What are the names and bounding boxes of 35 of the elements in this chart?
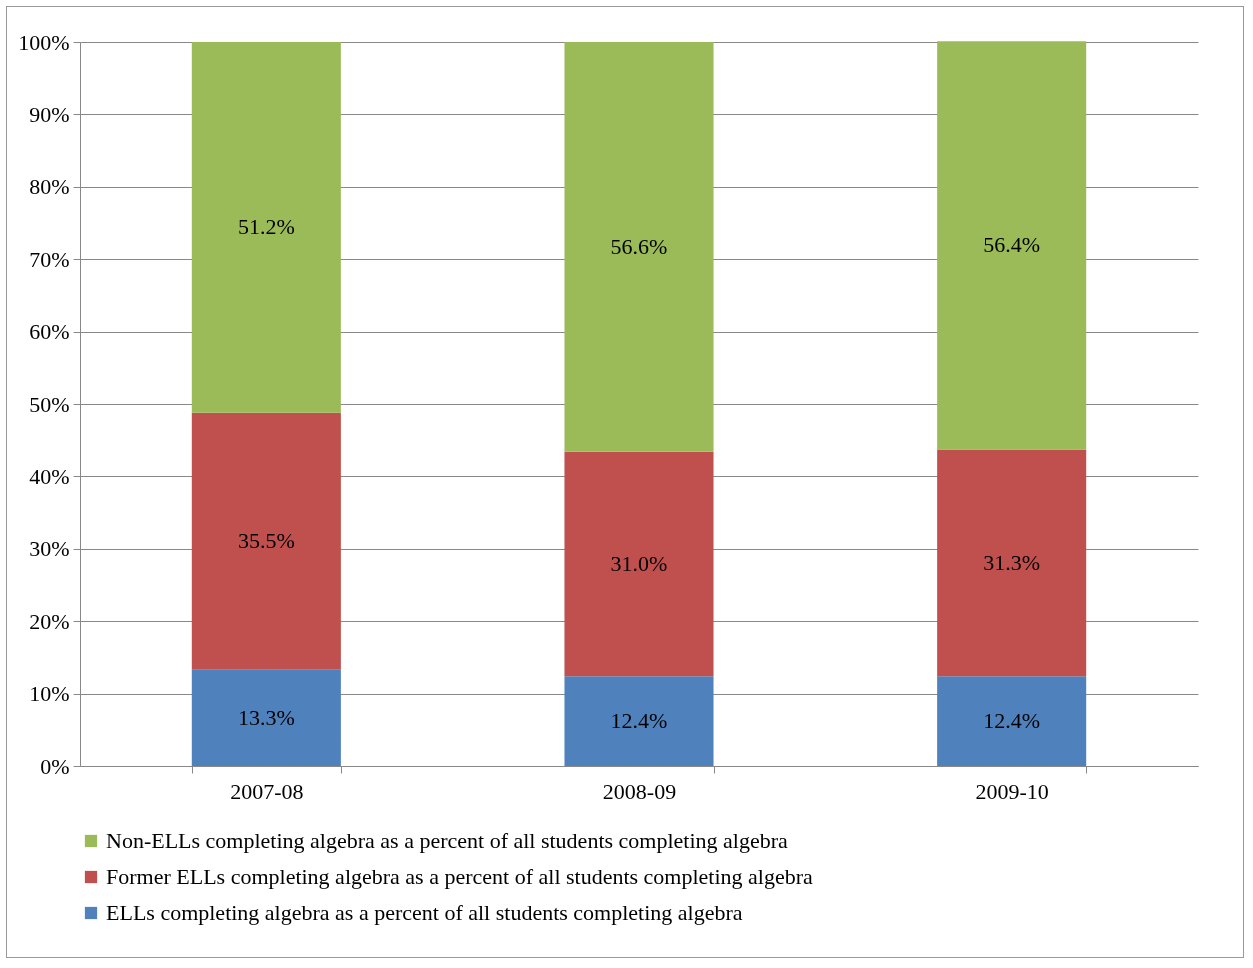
x-tick-label: 2008-09	[602, 778, 677, 804]
y-tick-label: 100%	[18, 29, 70, 55]
bar	[937, 676, 1087, 766]
data-label: 35.5%	[237, 528, 295, 554]
y-tick-label: 30%	[29, 536, 70, 562]
legend-label: ELLs completing algebra as a percent of all students completing algebra	[106, 900, 743, 925]
bar	[564, 676, 714, 766]
y-tick-label: 10%	[29, 681, 70, 707]
data-label: 56.4%	[983, 232, 1041, 258]
legend-label: Former ELLs completing algebra as a percent of all students completing algebra	[106, 864, 814, 889]
y-tick-label: 60%	[29, 319, 70, 345]
bar	[937, 41, 1087, 450]
bar	[191, 412, 341, 670]
bar	[191, 42, 341, 413]
y-tick-label: 50%	[29, 391, 70, 417]
data-label: 13.3%	[237, 704, 295, 730]
y-tick-label: 0%	[40, 753, 70, 779]
bar	[937, 449, 1087, 677]
data-label: 12.4%	[983, 708, 1041, 734]
x-tick-label: 2009-10	[975, 778, 1049, 804]
x-tick-label: 2007-08	[230, 778, 304, 804]
y-tick-label: 20%	[29, 608, 70, 634]
legend-label: Non-ELLs completing algebra as a percent of all students completing algebra	[106, 828, 788, 853]
data-label: 31.0%	[610, 551, 668, 576]
y-tick-label: 90%	[29, 101, 70, 127]
y-tick-label: 70%	[29, 246, 70, 272]
bar	[564, 42, 714, 452]
y-tick-label: 40%	[29, 463, 70, 489]
data-label: 56.6%	[610, 233, 668, 259]
data-label: 12.4%	[610, 708, 668, 734]
bar	[191, 669, 341, 766]
y-tick-label: 80%	[29, 174, 70, 200]
data-label: 31.3%	[983, 549, 1041, 575]
bar	[564, 451, 714, 677]
data-label: 51.2%	[237, 214, 295, 240]
